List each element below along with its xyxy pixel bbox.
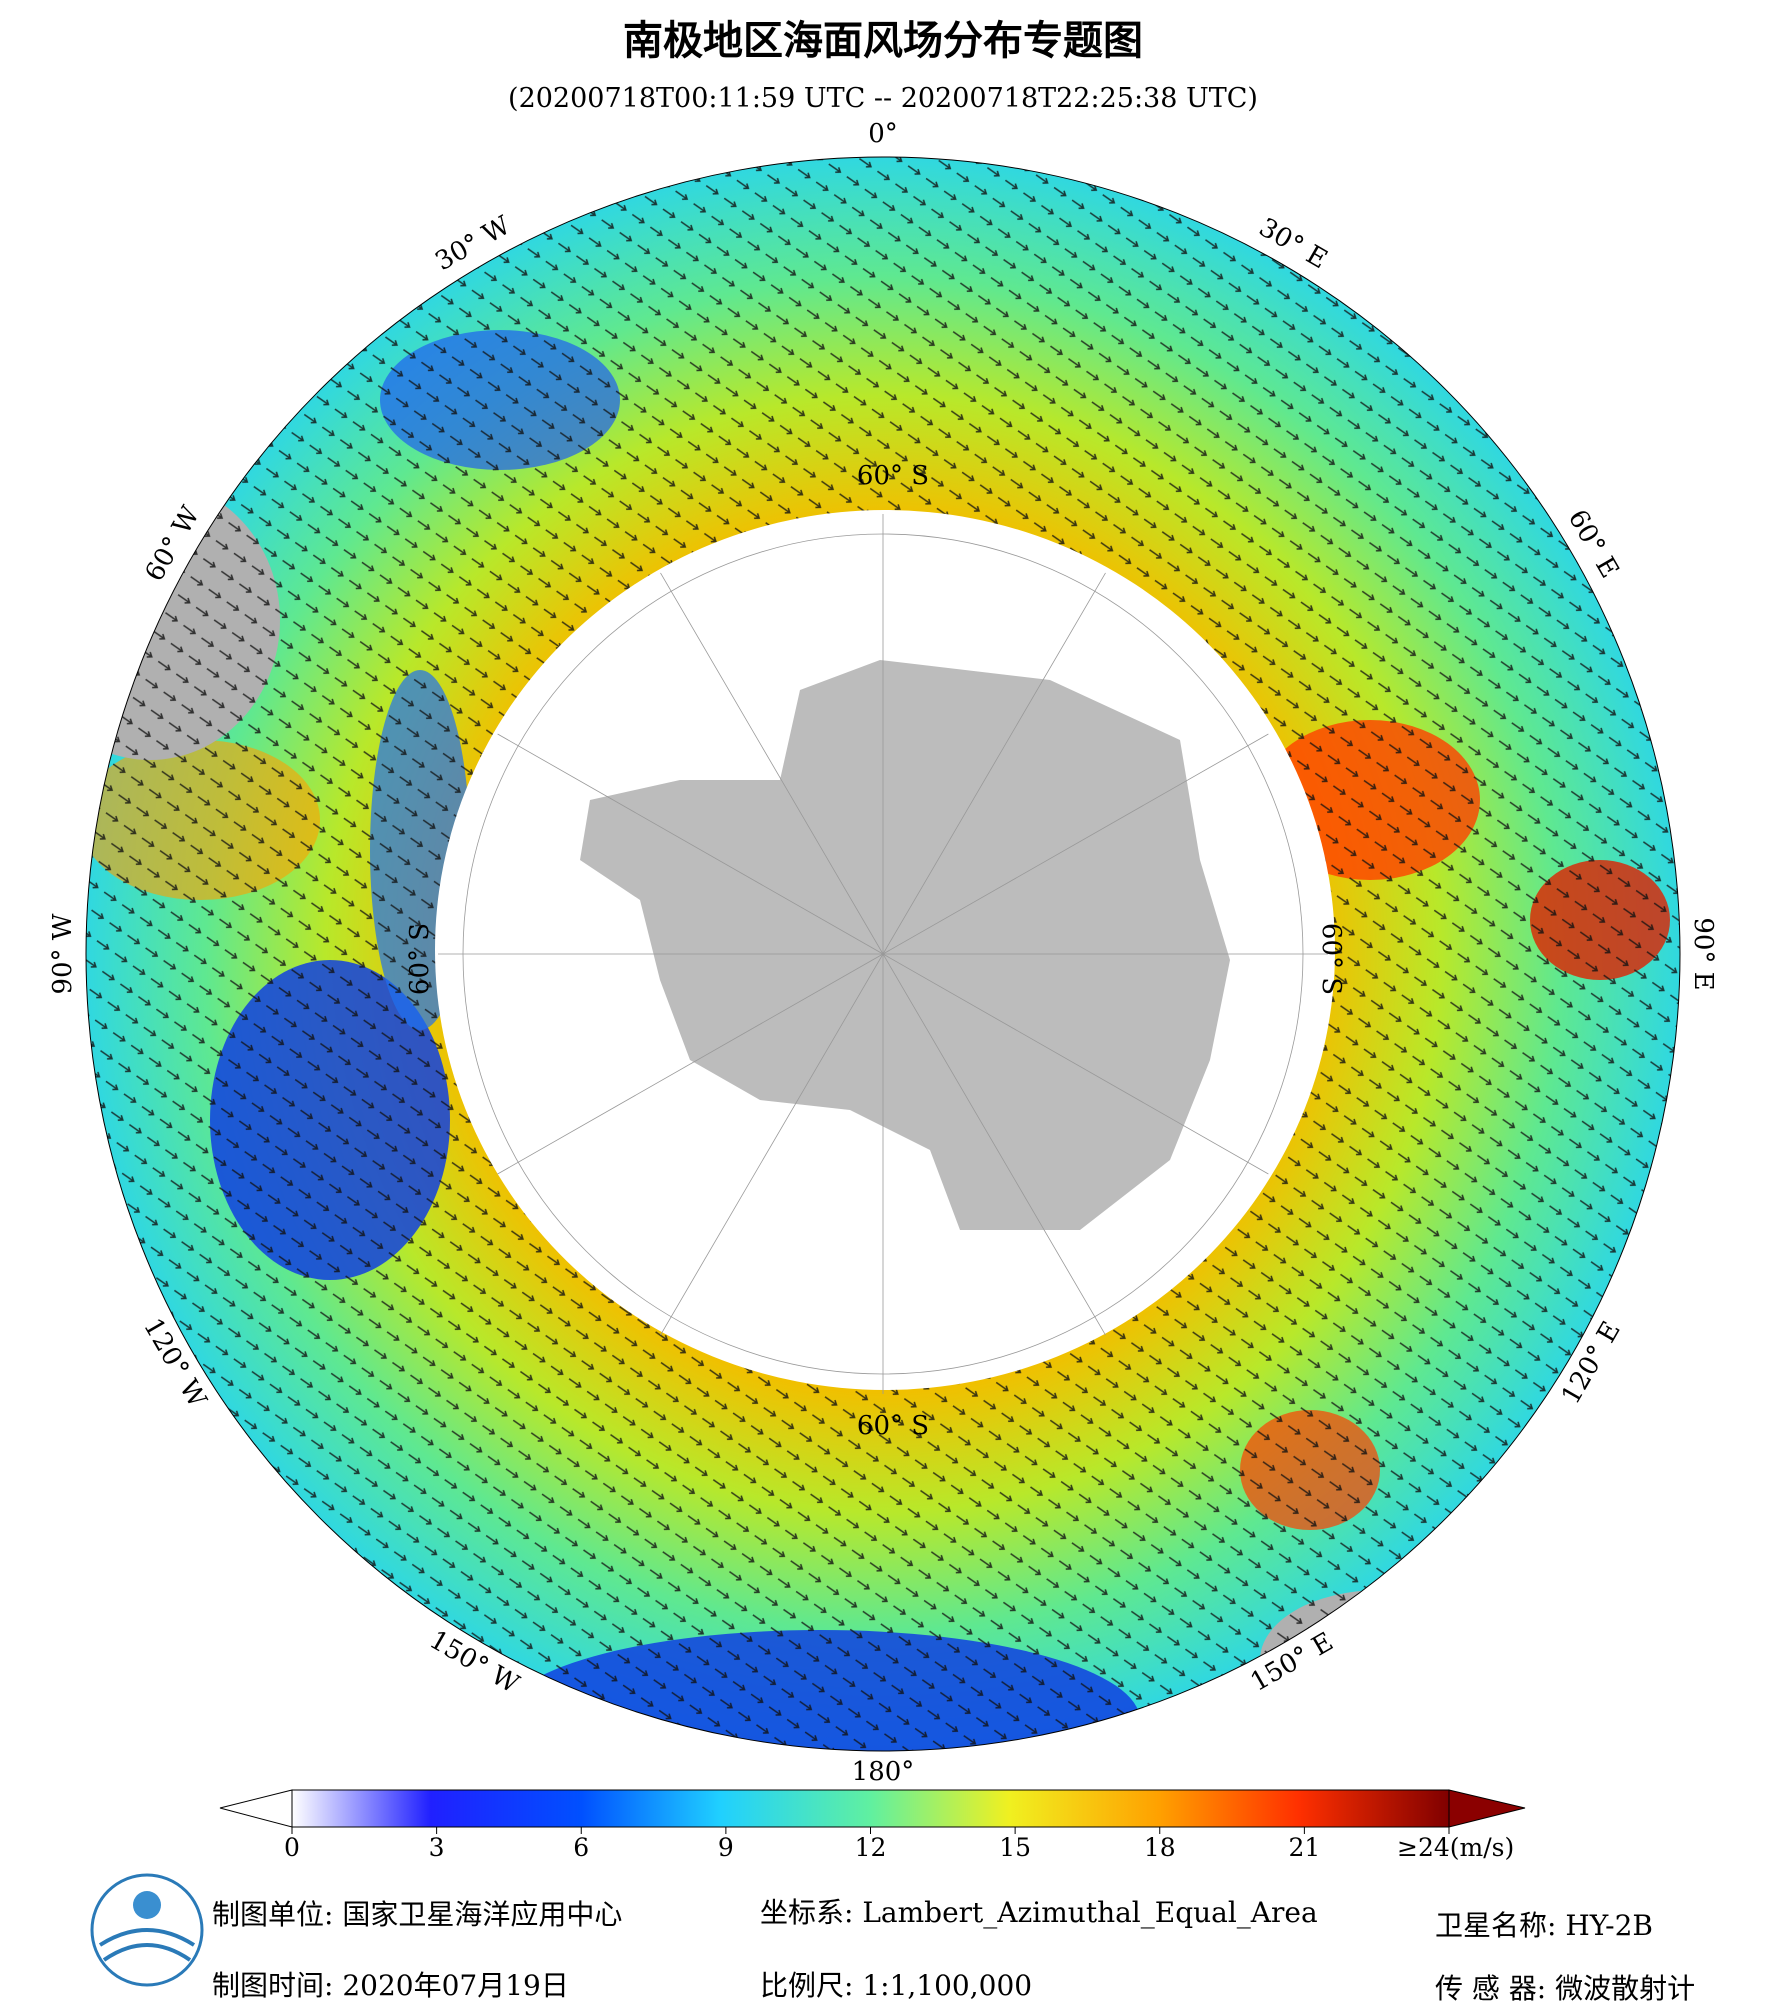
meridian-label: 180° bbox=[852, 1757, 915, 1787]
graticule bbox=[438, 514, 1328, 1394]
meridian bbox=[882, 953, 1106, 1336]
colorbar-tick-label: 21 bbox=[1288, 1833, 1320, 1862]
meridian bbox=[882, 733, 1269, 955]
meridian bbox=[497, 733, 884, 955]
meridian-label: 0° bbox=[868, 119, 898, 149]
subtitle: (20200718T00:11:59 UTC -- 20200718T22:25… bbox=[508, 83, 1258, 114]
colorbar-tick-label: 3 bbox=[429, 1833, 445, 1862]
colorbar bbox=[291, 1789, 1450, 1828]
satellite: 卫星名称: HY-2B bbox=[1435, 1909, 1653, 1942]
colorbar-tick-label: 9 bbox=[718, 1833, 734, 1862]
map-border bbox=[85, 156, 1681, 1752]
meridian bbox=[882, 572, 1106, 955]
colorbar-tick-label: 18 bbox=[1144, 1833, 1176, 1862]
meridian-label: 90° E bbox=[1688, 917, 1718, 990]
parallel-label: 60° S bbox=[405, 923, 435, 995]
parallel-label: 60° S bbox=[857, 1411, 929, 1441]
logo bbox=[90, 1873, 204, 1987]
map-date: 制图时间: 2020年07月19日 bbox=[212, 1969, 569, 2002]
colorbar-tick-label: 15 bbox=[999, 1833, 1031, 1862]
meridian bbox=[660, 572, 884, 955]
meridian bbox=[660, 953, 884, 1336]
colorbar-tick-label: 12 bbox=[855, 1833, 887, 1862]
sensor: 传 感 器: 微波散射计 bbox=[1435, 1972, 1695, 2005]
colorbar-tick-label: 6 bbox=[573, 1833, 589, 1862]
meridian bbox=[497, 953, 884, 1175]
meridian bbox=[882, 953, 1269, 1175]
parallel-label: 60° S bbox=[1316, 923, 1346, 995]
antarctica bbox=[580, 660, 1230, 1230]
colorbar-tick-label: 0 bbox=[284, 1833, 300, 1862]
title: 南极地区海面风场分布专题图 bbox=[623, 17, 1143, 64]
colorbar-tick-label: ≥24(m/s) bbox=[1397, 1833, 1514, 1862]
map-scale: 比例尺: 1:1,100,000 bbox=[760, 1969, 1032, 2002]
parallel-label: 60° S bbox=[857, 461, 929, 491]
colorbar-min-arrow bbox=[219, 1789, 293, 1828]
parallel bbox=[462, 533, 1304, 1375]
projection: 坐标系: Lambert_Azimuthal_Equal_Area bbox=[760, 1896, 1318, 1929]
producer: 制图单位: 国家卫星海洋应用中心 bbox=[212, 1898, 622, 1931]
meridian-label: 90° W bbox=[48, 913, 78, 994]
colorbar-max-arrow bbox=[1448, 1789, 1526, 1828]
